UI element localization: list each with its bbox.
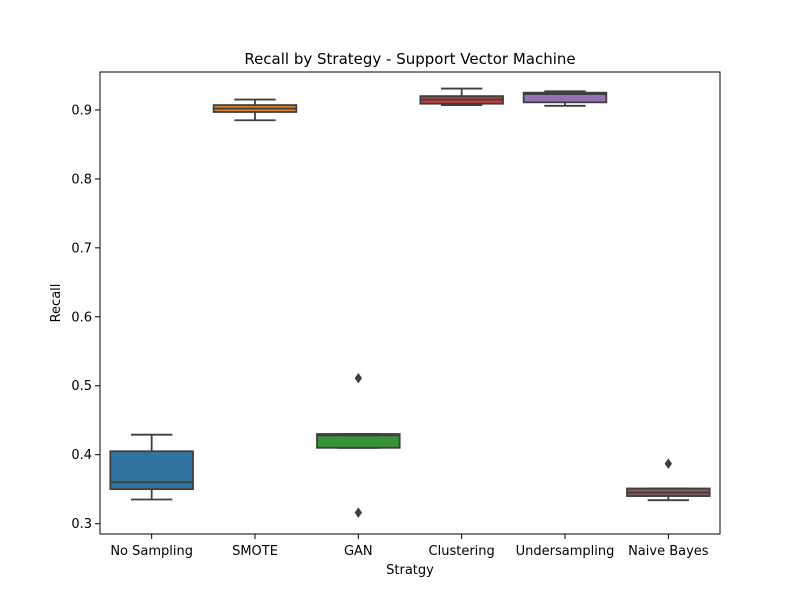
x-tick-label: GAN [344,544,373,559]
box-group: Clustering [419,87,504,559]
y-tick-label: 0.3 [71,517,92,532]
x-tick-label: SMOTE [232,544,278,559]
outlier-point [354,507,363,518]
chart-title: Recall by Strategy - Support Vector Mach… [244,50,575,68]
y-tick-label: 0.4 [71,448,92,463]
box [109,450,194,491]
plot-frame [99,71,721,535]
y-axis-label: Recall [49,284,64,323]
box-group: Naive Bayes [626,458,711,559]
box [316,433,401,449]
box [522,91,608,104]
box-group: SMOTE [212,98,298,559]
y-tick-label: 0.5 [71,379,92,394]
box-group: Undersampling [516,90,615,559]
outlier-point [664,458,673,469]
box-group: GAN [316,372,401,559]
x-tick-label: Naive Bayes [628,544,709,559]
y-tick-label: 0.6 [71,310,92,325]
y-tick-label: 0.9 [71,103,92,118]
x-tick-label: Clustering [429,544,495,559]
x-tick-label: Undersampling [516,544,615,559]
x-tick-label: No Sampling [110,544,193,559]
outlier-point [354,372,363,384]
y-tick-label: 0.7 [71,241,92,256]
x-axis-label: Stratgy [386,563,434,578]
y-tick-label: 0.8 [71,172,92,187]
box-group: No Sampling [109,433,194,559]
